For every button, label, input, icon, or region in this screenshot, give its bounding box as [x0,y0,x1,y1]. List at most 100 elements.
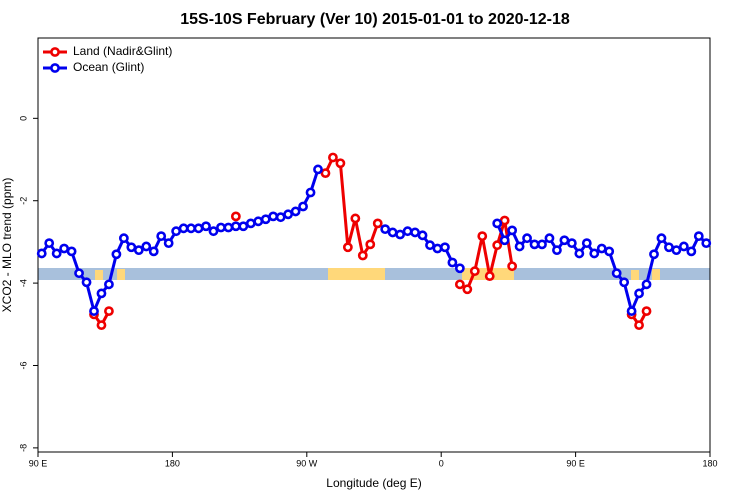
data-point [559,235,570,246]
legend-marker [50,63,60,73]
data-point [641,279,652,290]
data-point [656,233,667,244]
y-axis-label: XCO2 - MLO trend (ppm) [0,178,14,313]
data-point [626,306,637,317]
data-point [477,231,488,242]
data-point [36,248,47,259]
data-point [641,306,652,317]
data-point [89,306,99,317]
x-tick-label: 90 W [296,458,318,468]
data-point [387,227,398,238]
data-point [581,238,592,249]
data-point [589,248,600,259]
y-tick-label: -4 [18,279,28,287]
data-point [484,271,495,282]
data-point [649,249,659,260]
data-point [634,288,644,299]
data-point [81,277,92,288]
data-point [596,243,607,254]
data-point [440,242,450,253]
land-patch [117,269,125,280]
data-point [275,212,286,223]
land-patch [631,270,639,280]
data-point [522,233,532,244]
data-point [492,240,503,251]
data-point [574,248,585,259]
surface-band [38,268,710,280]
data-point [118,233,129,244]
y-tick-label: -2 [18,197,28,205]
x-tick-label: 0 [439,458,444,468]
chart-title: 15S-10S February (Ver 10) 2015-01-01 to … [180,11,570,28]
data-point [544,233,555,244]
data-point [96,320,107,331]
data-point [156,231,167,242]
data-point [193,223,204,234]
data-point [320,168,331,179]
data-point [268,211,279,222]
data-point [402,226,413,237]
data-point [372,218,383,229]
data-point [66,246,77,257]
data-point [634,320,644,331]
x-tick-label: 180 [702,458,717,468]
data-point [328,152,338,163]
data-point [335,158,346,169]
data-point [111,249,122,260]
data-point [298,201,308,212]
land-patch [328,268,385,280]
data-point [514,241,525,252]
land-patch [652,269,660,280]
data-point [447,257,458,268]
data-point [163,238,174,249]
data-point [283,209,294,220]
data-point [141,241,152,252]
data-point [701,238,712,249]
legend-label: Ocean (Glint) [73,60,144,74]
x-tick-label: 180 [165,458,180,468]
data-point [380,224,391,235]
data-point [611,268,622,279]
x-tick-label: 90 E [29,458,48,468]
legend-label: Land (Nadir&Glint) [73,44,172,58]
data-point [499,235,510,246]
data-point [604,246,615,257]
data-point [410,227,420,238]
data-point [693,231,704,242]
data-point [260,214,271,225]
data-point [395,229,406,240]
data-point [686,246,697,257]
data-point [499,215,510,226]
data-point [178,223,189,234]
y-tick-label: -6 [18,361,28,369]
data-point [230,211,241,222]
data-point [186,223,196,234]
data-point [619,277,630,288]
data-point [245,218,256,229]
data-point [454,279,465,290]
data-point [507,225,518,236]
y-tick-label: -8 [18,444,28,452]
data-point [104,306,114,317]
data-point [313,164,323,175]
data-point [305,187,316,198]
data-point [432,243,443,254]
data-point [507,261,518,272]
data-point [671,245,682,256]
data-point [126,242,137,253]
data-point [171,226,182,237]
data-point [454,263,465,274]
data-point [104,279,114,290]
x-tick-label: 90 E [566,458,585,468]
data-point [462,284,473,295]
legend-marker [50,47,60,57]
land-patch [95,270,103,280]
data-point [51,248,62,259]
data-point [417,230,428,241]
data-point [96,288,107,299]
data-point [223,222,234,233]
data-point [469,266,480,277]
data-point [44,238,55,249]
